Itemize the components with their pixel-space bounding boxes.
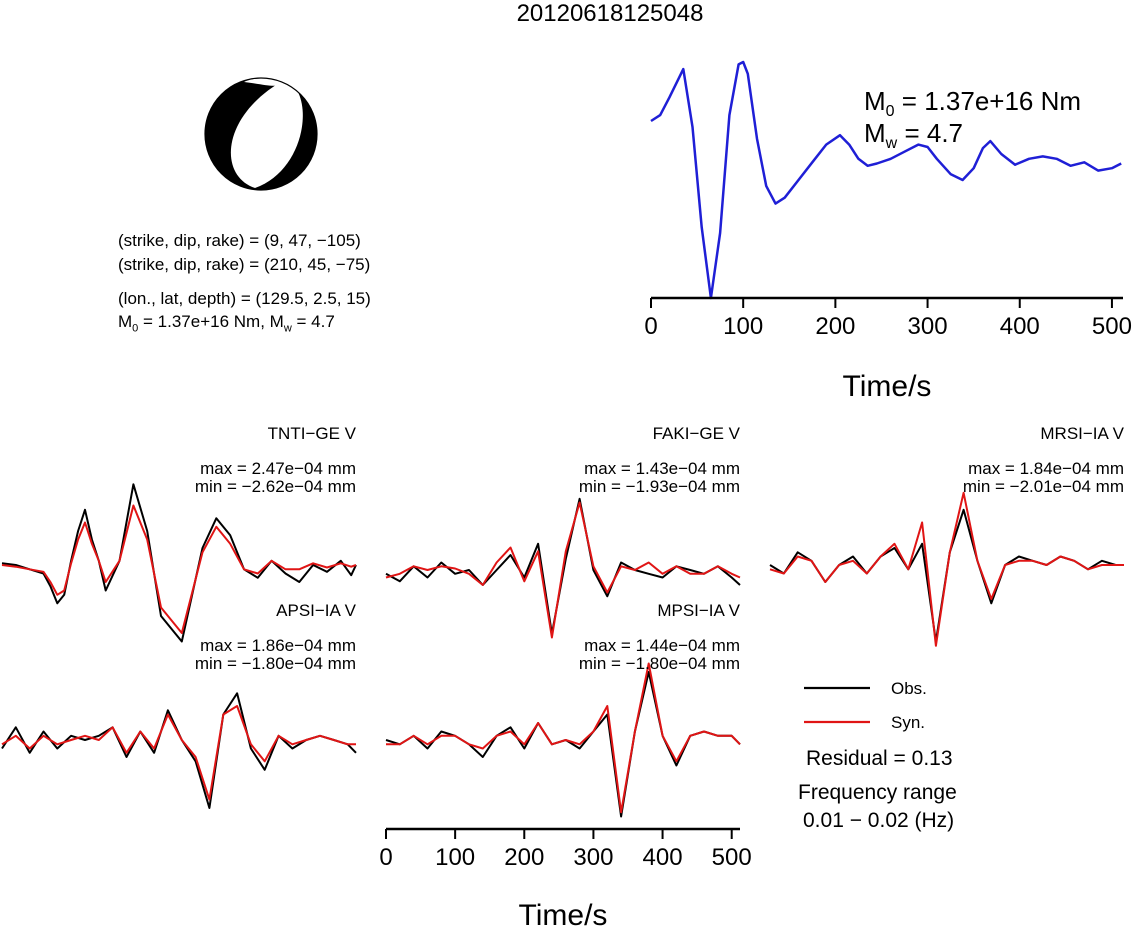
station-max: max = 1.44e−04 mm — [584, 636, 740, 655]
station-min: min = −1.80e−04 mm — [195, 654, 356, 673]
legend-syn-label: Syn. — [891, 713, 926, 732]
station-label: MPSI−IA V — [657, 601, 740, 620]
waveform-tick-label: 200 — [504, 844, 544, 871]
station-label: APSI−IA V — [276, 601, 357, 620]
waveform-tick-label: 400 — [643, 844, 683, 871]
stf-tick-label: 300 — [908, 313, 948, 340]
page-title: 20120618125048 — [516, 0, 704, 27]
stf-tick-label: 400 — [1000, 313, 1040, 340]
waveform-tick-label: 0 — [379, 844, 392, 871]
station-max: max = 1.86e−04 mm — [200, 636, 356, 655]
syn-series-line — [385, 501, 741, 639]
stf-moment-label: M0 = 1.37e+16 Nm — [864, 86, 1082, 121]
syn-series-line — [769, 491, 1124, 647]
syn-series-line — [1, 705, 356, 801]
stf-tick-label: 0 — [644, 313, 657, 340]
syn-series-line — [1, 504, 357, 634]
station-min: min = −1.80e−04 mm — [579, 654, 740, 673]
stf-tick-label: 200 — [815, 313, 855, 340]
station-min: min = −2.62e−04 mm — [195, 477, 356, 496]
station-label: TNTI−GE V — [268, 424, 357, 443]
obs-series-line — [1, 483, 357, 643]
stf-tick-label: 500 — [1092, 313, 1132, 340]
stf-magnitude-label: Mw = 4.7 — [864, 118, 964, 153]
station-label: MRSI−IA V — [1040, 424, 1124, 443]
legend-obs-label: Obs. — [891, 679, 927, 698]
nodal-plane-2: (strike, dip, rake) = (210, 45, −75) — [118, 255, 371, 274]
stf-tick-label: 100 — [723, 313, 763, 340]
residual-label: Residual = 0.13 — [806, 747, 953, 770]
frequency-range-title: Frequency range — [798, 781, 957, 804]
station-max: max = 1.43e−04 mm — [584, 459, 740, 478]
event-moment: M0 = 1.37e+16 Nm, Mw = 4.7 — [118, 312, 335, 335]
waveform-xlabel: Time/s — [519, 899, 608, 928]
station-label: FAKI−GE V — [653, 424, 741, 443]
event-location: (lon., lat, depth) = (129.5, 2.5, 15) — [118, 289, 371, 308]
syn-series-line — [386, 662, 741, 814]
waveform-tick-label: 300 — [573, 844, 613, 871]
station-min: min = −2.01e−04 mm — [963, 477, 1124, 496]
nodal-plane-1: (strike, dip, rake) = (9, 47, −105) — [118, 231, 361, 250]
waveform-tick-label: 500 — [712, 844, 752, 871]
station-max: max = 1.84e−04 mm — [968, 459, 1124, 478]
station-max: max = 2.47e−04 mm — [200, 459, 356, 478]
stf-xlabel: Time/s — [843, 370, 932, 403]
stf-series-line — [650, 60, 1122, 300]
station-min: min = −1.93e−04 mm — [579, 477, 740, 496]
waveform-tick-label: 100 — [435, 844, 475, 871]
frequency-range-value: 0.01 − 0.02 (Hz) — [803, 809, 955, 832]
